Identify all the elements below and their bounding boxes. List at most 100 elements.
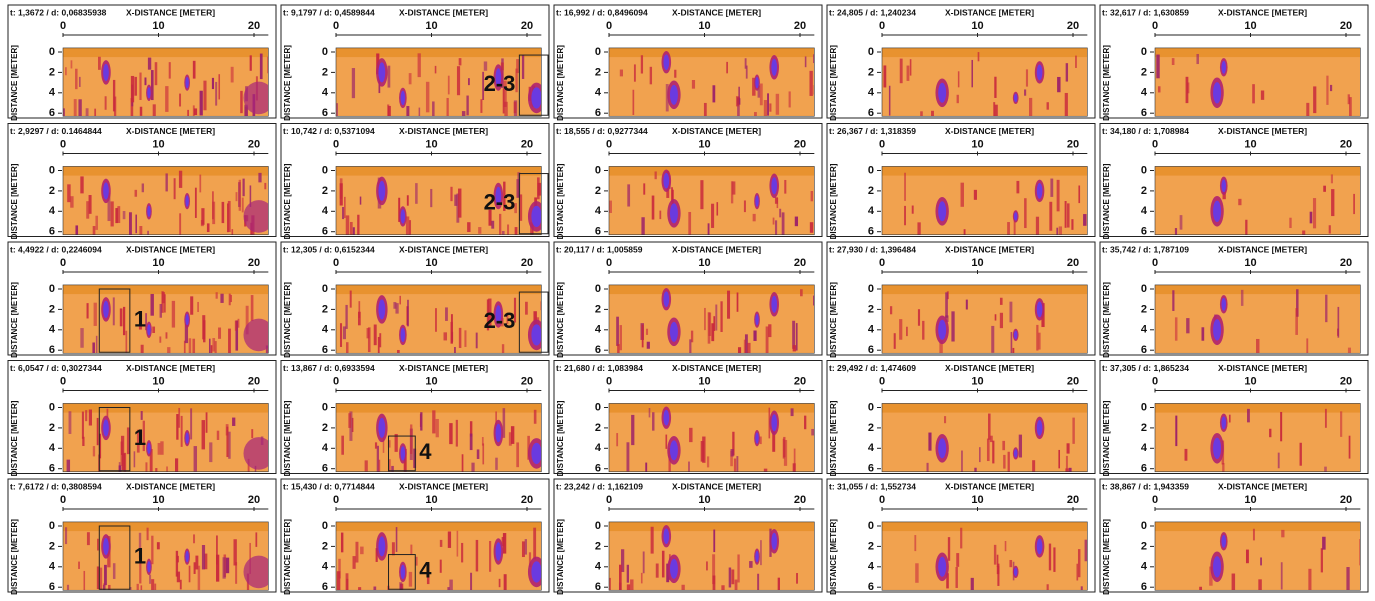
- plot-frame: [335, 521, 542, 591]
- x-tick-label: 20: [248, 257, 260, 269]
- reflection-streak: [922, 320, 925, 340]
- y-tick-label: 0: [49, 283, 55, 295]
- slice-top-band: [609, 47, 815, 58]
- reflection-streak: [674, 69, 677, 78]
- reflection-streak: [190, 296, 194, 315]
- reflection-streak: [193, 108, 198, 116]
- reflection-streak: [264, 182, 267, 190]
- y-tick-label: 2: [49, 185, 55, 197]
- reflection-streak: [456, 530, 459, 557]
- reflection-streak: [162, 292, 165, 304]
- y-tick-label: 0: [868, 164, 874, 176]
- y-axis-label: DISTANCE [METER]: [283, 45, 292, 121]
- reflection-streak: [73, 99, 77, 117]
- x-tick-label: 10: [971, 257, 983, 269]
- annotation-box: [388, 435, 416, 472]
- reflection-streak: [996, 554, 999, 567]
- x-tick-label: 0: [606, 20, 612, 32]
- reflection-streak: [700, 440, 705, 462]
- panel: t: 37,305 / d: 1,865234 X-DISTANCE [METER…: [1099, 360, 1369, 476]
- reflection-streak: [767, 93, 769, 116]
- x-tick-label: 0: [60, 257, 66, 269]
- reflection-streak: [1349, 97, 1352, 117]
- anomaly-core: [755, 195, 759, 207]
- reflection-streak: [203, 320, 206, 343]
- anomaly-core: [755, 76, 759, 89]
- reflection-streak: [632, 89, 635, 115]
- y-tick-label: 4: [49, 324, 56, 336]
- reflection-streak: [373, 586, 377, 591]
- plot-frame: [335, 166, 542, 236]
- reflection-streak: [1337, 306, 1340, 338]
- panel-header: t: 4,4922 / d: 0,2246094: [10, 244, 102, 254]
- y-tick-label: 4: [868, 324, 875, 336]
- reflection-streak: [66, 459, 71, 472]
- x-tick-label: 20: [521, 257, 533, 269]
- y-tick-label: 2: [322, 66, 328, 78]
- reflection-streak: [795, 323, 798, 351]
- reflection-streak: [906, 65, 910, 81]
- reflection-streak: [476, 449, 480, 459]
- reflection-streak: [1258, 579, 1262, 591]
- reflection-streak: [732, 181, 736, 195]
- reflection-streak: [1056, 227, 1059, 235]
- reflection-streak: [752, 77, 756, 96]
- y-tick-label: 0: [322, 164, 328, 176]
- reflection-streak: [357, 311, 361, 326]
- x-tick-label: 0: [1152, 375, 1158, 387]
- anomaly-core: [378, 180, 386, 201]
- reflection-streak: [1049, 201, 1053, 231]
- reflection-streak: [489, 540, 492, 572]
- reflection-streak: [123, 452, 127, 472]
- slice-background: [1155, 166, 1361, 235]
- reflection-streak: [341, 435, 344, 455]
- reflection-streak: [147, 230, 149, 235]
- reflection-streak: [706, 561, 708, 571]
- plot-frame: [1154, 166, 1361, 236]
- anomaly-core: [1013, 93, 1018, 103]
- reflection-streak: [1035, 216, 1040, 235]
- reflection-streak: [406, 106, 410, 117]
- annotation-label: 2-3: [484, 189, 516, 214]
- reflection-streak: [1038, 332, 1041, 350]
- reflection-streak: [214, 341, 217, 354]
- y-axis-label: DISTANCE [METER]: [1102, 45, 1111, 121]
- reflection-streak: [480, 99, 483, 113]
- reflection-streak: [760, 540, 762, 566]
- reflection-streak: [388, 105, 391, 117]
- reflection-streak: [80, 176, 84, 194]
- x-tick-label: 10: [698, 494, 710, 506]
- reflection-streak: [166, 466, 168, 472]
- panel: t: 38,867 / d: 1,943359 X-DISTANCE [METER…: [1099, 478, 1369, 595]
- anomaly-core: [400, 90, 406, 106]
- annotation-label: 1: [134, 425, 146, 450]
- reflection-streak: [956, 94, 959, 104]
- reflection-streak: [652, 412, 655, 431]
- reflection-streak: [344, 196, 346, 219]
- reflection-streak: [221, 201, 225, 224]
- x-tick-label: 10: [425, 20, 437, 32]
- reflection-streak: [464, 330, 467, 347]
- reflection-streak: [192, 60, 196, 79]
- reflection-streak: [149, 449, 153, 472]
- panel: t: 26,367 / d: 1,318359 X-DISTANCE [METER…: [826, 123, 1096, 239]
- anomaly-core: [663, 172, 670, 189]
- reflection-streak: [744, 334, 748, 354]
- reflection-streak: [1083, 214, 1087, 226]
- reflection-streak: [163, 294, 166, 313]
- reflection-streak: [641, 217, 645, 235]
- reflection-streak: [974, 467, 977, 472]
- y-tick-label: 6: [868, 344, 874, 356]
- reflection-streak: [759, 436, 762, 445]
- anomaly-core: [103, 63, 109, 81]
- reflection-streak: [763, 100, 768, 117]
- reflection-streak: [88, 409, 92, 426]
- panel-header: t: 21,680 / d: 1,083984: [556, 363, 643, 373]
- reflection-streak: [408, 220, 412, 235]
- reflection-streak: [227, 203, 229, 233]
- reflection-streak: [120, 441, 123, 466]
- reflection-streak: [211, 77, 215, 90]
- anomaly-core: [1036, 301, 1043, 318]
- reflection-streak: [754, 112, 757, 117]
